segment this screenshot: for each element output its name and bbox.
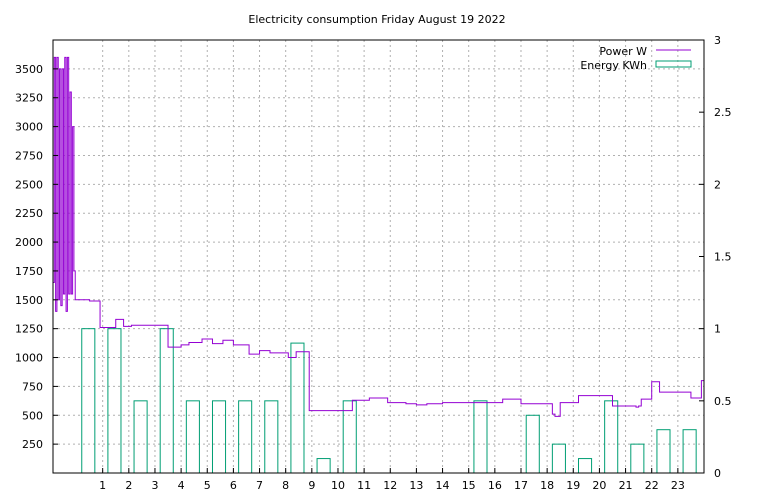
energy-bar <box>604 400 619 474</box>
y-tick-label: 3000 <box>15 121 43 134</box>
energy-bar <box>185 400 200 474</box>
energy-bar <box>290 342 305 474</box>
energy-bar <box>211 400 227 474</box>
y2-tick-label: 3 <box>714 34 721 47</box>
y2-tick-label: 0 <box>714 467 721 480</box>
y2-tick-label: 0.5 <box>714 395 732 408</box>
energy-bar <box>107 328 122 474</box>
legend-swatch-energy <box>655 60 692 68</box>
y-tick-label: 3250 <box>15 92 43 105</box>
energy-bar <box>473 400 488 474</box>
x-tick-label: 23 <box>671 479 685 492</box>
y2-tick-label: 1 <box>714 323 721 336</box>
power-line <box>53 56 704 417</box>
y-tick-label: 3500 <box>15 63 43 76</box>
energy-bar <box>81 328 96 474</box>
x-tick-label: 14 <box>436 479 450 492</box>
y2-tick-label: 2.5 <box>714 106 732 119</box>
y2-tick-label: 2 <box>714 178 721 191</box>
x-tick-label: 18 <box>540 479 554 492</box>
energy-bar <box>264 400 279 474</box>
power-line-group <box>53 56 704 417</box>
legend: Power W Energy KWh <box>580 45 692 72</box>
x-tick-label: 21 <box>619 479 633 492</box>
energy-bar <box>238 400 253 474</box>
energy-bar <box>316 458 331 474</box>
chart-title: Electricity consumption Friday August 19… <box>248 13 505 26</box>
legend-label-power: Power W <box>599 45 647 58</box>
energy-bar <box>159 328 174 474</box>
x-tick-label: 5 <box>204 479 211 492</box>
x-tick-label: 16 <box>488 479 502 492</box>
x-tick-label: 3 <box>151 479 158 492</box>
energy-bar <box>551 443 566 474</box>
x-tick-label: 22 <box>645 479 659 492</box>
x-tick-label: 11 <box>357 479 371 492</box>
x-tick-label: 10 <box>331 479 345 492</box>
plot-frame <box>52 39 705 474</box>
y-tick-label: 2250 <box>15 207 43 220</box>
energy-bar <box>630 443 645 474</box>
y-tick-label: 500 <box>22 409 43 422</box>
x-tick-label: 2 <box>125 479 132 492</box>
x-tick-label: 6 <box>230 479 237 492</box>
x-tick-label: 7 <box>256 479 263 492</box>
y-tick-label: 2500 <box>15 178 43 191</box>
y-tick-label: 1500 <box>15 294 43 307</box>
y-tick-label: 1250 <box>15 323 43 336</box>
y-tick-label: 750 <box>22 380 43 393</box>
y-tick-label: 2000 <box>15 236 43 249</box>
y-tick-label: 1750 <box>15 265 43 278</box>
x-tick-label: 17 <box>514 479 528 492</box>
y-axis-right: 0 0.5 1 1.5 2 2.5 3 <box>699 34 732 480</box>
y-tick-label: 250 <box>22 438 43 451</box>
x-tick-label: 20 <box>592 479 606 492</box>
x-axis: 1 2 3 4 5 6 7 8 9 10 11 12 13 14 15 16 17 18 19 20 21 22 23 <box>99 468 685 492</box>
x-tick-label: 15 <box>462 479 476 492</box>
y-axis-left: 250 500 750 1000 1250 1500 1750 2000 2250 2500 275… <box>15 63 58 451</box>
legend-label-energy: Energy KWh <box>580 59 647 72</box>
x-tick-label: 8 <box>282 479 289 492</box>
energy-bar <box>656 429 671 474</box>
y-tick-label: 2750 <box>15 149 43 162</box>
y2-tick-label: 1.5 <box>714 251 732 264</box>
x-tick-label: 13 <box>409 479 423 492</box>
x-tick-label: 12 <box>383 479 397 492</box>
energy-bar <box>133 400 148 474</box>
x-tick-label: 1 <box>99 479 106 492</box>
x-tick-label: 9 <box>308 479 315 492</box>
energy-bar <box>682 429 697 474</box>
x-tick-label: 4 <box>178 479 185 492</box>
energy-bars <box>81 328 697 474</box>
x-tick-label: 19 <box>566 479 580 492</box>
energy-bar <box>342 400 357 474</box>
y-tick-label: 1000 <box>15 352 43 365</box>
grid <box>53 40 704 473</box>
energy-bar <box>578 458 593 474</box>
